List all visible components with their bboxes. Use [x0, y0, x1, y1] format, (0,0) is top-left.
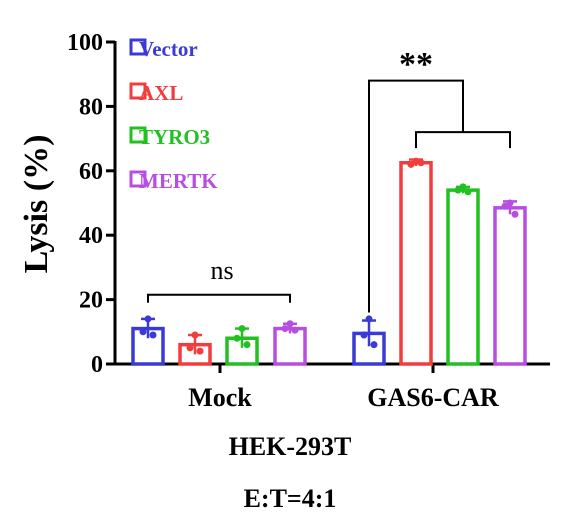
y-axis-label: Lysis (%) — [18, 135, 55, 274]
point-vector-mock-2 — [139, 328, 147, 336]
cell-line-label: HEK-293T — [229, 432, 352, 461]
legend-label-vector: Vector — [139, 37, 198, 61]
y-tick-label-80: 80 — [79, 94, 103, 120]
y-ticks: 0 20 40 60 80 100 — [67, 30, 435, 378]
y-tick-label-60: 60 — [79, 159, 103, 185]
point-axl-mock-2 — [186, 344, 194, 352]
point-mertk-gas6-car-3 — [511, 210, 519, 218]
category-label-gas6-car: GAS6-CAR — [367, 383, 499, 412]
legend-swatch-vector — [129, 38, 147, 56]
point-tyro3-gas6-car-3 — [464, 188, 472, 196]
point-vector-gas6-car-2 — [360, 331, 368, 339]
legend-swatch-tyro3 — [129, 126, 147, 144]
significance-brackets — [147, 79, 511, 313]
ratio-label: E:T=4:1 — [244, 484, 337, 513]
category-label-mock: Mock — [188, 383, 252, 412]
point-tyro3-mock-3 — [243, 341, 251, 349]
legend-label-mertk: MERTK — [139, 169, 218, 193]
point-tyro3-mock-2 — [233, 334, 241, 342]
bar-mertk-mock — [273, 326, 307, 366]
bracket-mock-ns — [147, 293, 291, 303]
point-axl-gas6-car-3 — [417, 159, 425, 167]
point-tyro3-gas6-car-1 — [459, 183, 467, 191]
point-mertk-mock-3 — [291, 326, 299, 334]
point-vector-gas6-car-1 — [365, 315, 373, 323]
legend-label-axl: AXL — [139, 81, 183, 105]
mock-significance-label: ns — [210, 256, 233, 285]
y-tick-label-0: 0 — [91, 352, 103, 378]
y-tick-label-100: 100 — [67, 30, 103, 56]
legend-label-tyro3: TYRO3 — [139, 125, 210, 149]
point-mertk-mock-2 — [281, 325, 289, 333]
bar-tyro3-gas6-car — [446, 188, 480, 366]
bar-axl-gas6-car — [399, 161, 433, 366]
point-mertk-mock-1 — [286, 320, 294, 328]
car-significance-label: ** — [399, 46, 433, 83]
y-tick-label-40: 40 — [79, 223, 103, 249]
bar-mertk-gas6-car — [493, 206, 527, 366]
point-tyro3-gas6-car-2 — [454, 186, 462, 194]
point-vector-gas6-car-3 — [370, 341, 378, 349]
bracket-receptors — [415, 131, 511, 149]
point-mertk-gas6-car-1 — [506, 199, 514, 207]
point-axl-mock-1 — [191, 331, 199, 339]
data-points — [139, 157, 519, 355]
y-tick-label-20: 20 — [79, 288, 103, 314]
point-axl-mock-3 — [196, 347, 204, 355]
bracket-car-significance — [368, 79, 464, 313]
legend-swatch-axl — [129, 82, 147, 100]
point-vector-mock-3 — [149, 331, 157, 339]
point-mertk-gas6-car-2 — [501, 202, 509, 210]
point-vector-mock-1 — [144, 315, 152, 323]
legend-swatch-mertk — [129, 170, 147, 188]
point-tyro3-mock-1 — [238, 325, 246, 333]
point-axl-gas6-car-2 — [407, 160, 415, 168]
legend: Vector AXL TYRO3 MERTK — [129, 37, 218, 193]
